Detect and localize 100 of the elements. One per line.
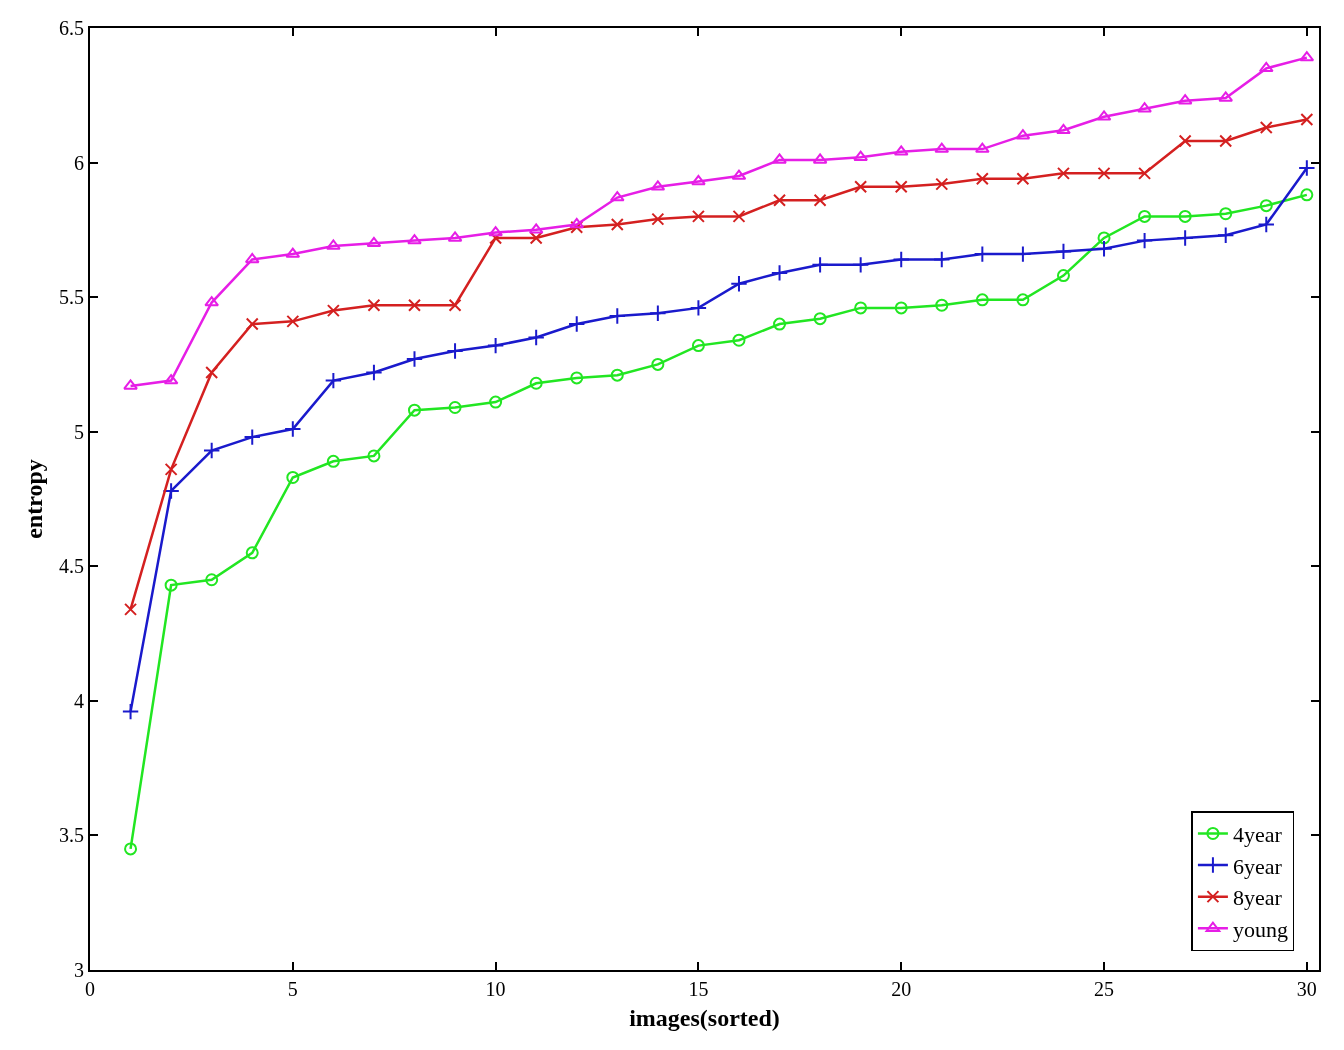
point bbox=[892, 250, 910, 269]
point bbox=[367, 449, 381, 463]
point bbox=[489, 395, 503, 409]
point bbox=[570, 371, 584, 385]
point bbox=[164, 462, 178, 476]
point bbox=[732, 333, 746, 347]
point bbox=[1097, 166, 1111, 180]
point bbox=[205, 366, 219, 379]
point bbox=[975, 293, 989, 307]
point bbox=[326, 304, 340, 318]
point bbox=[1259, 199, 1273, 213]
y-tick-label: 6 bbox=[74, 151, 84, 174]
point bbox=[1259, 121, 1273, 135]
y-tick-label: 4.5 bbox=[59, 555, 84, 578]
point bbox=[243, 428, 261, 446]
point bbox=[854, 180, 868, 194]
point bbox=[651, 212, 665, 226]
y-tick-label: 6.5 bbox=[59, 17, 84, 39]
point bbox=[326, 239, 341, 250]
point bbox=[1219, 134, 1233, 148]
point bbox=[813, 312, 827, 326]
legend-label: young bbox=[1232, 916, 1288, 942]
point bbox=[1300, 113, 1314, 127]
point bbox=[286, 314, 300, 328]
x-tick-label: 20 bbox=[891, 978, 912, 1000]
point bbox=[527, 328, 545, 347]
point bbox=[448, 298, 462, 312]
point bbox=[608, 307, 626, 325]
point bbox=[975, 172, 989, 186]
point bbox=[405, 350, 424, 368]
point bbox=[851, 256, 870, 274]
point bbox=[164, 578, 178, 592]
point bbox=[691, 339, 705, 353]
x-tick-label: 0 bbox=[85, 978, 95, 1000]
point bbox=[486, 336, 505, 355]
point bbox=[773, 317, 787, 331]
point bbox=[1016, 172, 1030, 186]
point bbox=[1135, 231, 1154, 250]
point bbox=[772, 153, 787, 164]
y-tick-label: 5 bbox=[74, 420, 84, 443]
y-axis-title: entropy bbox=[20, 459, 47, 539]
point bbox=[1056, 269, 1070, 283]
point bbox=[569, 217, 585, 229]
point bbox=[1219, 207, 1233, 221]
point bbox=[933, 250, 951, 269]
point bbox=[610, 217, 624, 231]
point bbox=[1137, 102, 1152, 113]
point bbox=[1056, 123, 1071, 135]
point bbox=[894, 180, 908, 194]
legend-label: 4year bbox=[1232, 822, 1283, 848]
point bbox=[773, 193, 787, 207]
x-axis-title: images(sorted) bbox=[629, 1004, 780, 1031]
point bbox=[1016, 293, 1030, 307]
point bbox=[407, 234, 422, 245]
point bbox=[651, 357, 665, 371]
point bbox=[244, 252, 260, 264]
point bbox=[1097, 231, 1111, 245]
point bbox=[1054, 242, 1073, 261]
point bbox=[610, 368, 624, 382]
point bbox=[529, 231, 543, 245]
x-tick-label: 15 bbox=[688, 978, 709, 1000]
point bbox=[1257, 215, 1275, 234]
point bbox=[367, 298, 381, 312]
point bbox=[894, 301, 908, 315]
point bbox=[691, 209, 705, 223]
point bbox=[366, 236, 382, 248]
point bbox=[730, 274, 748, 293]
point bbox=[529, 376, 543, 390]
x-tick-label: 5 bbox=[287, 978, 298, 1000]
point bbox=[245, 317, 259, 331]
point bbox=[124, 842, 138, 856]
point bbox=[1298, 159, 1316, 177]
point bbox=[123, 379, 138, 390]
y-tick-label: 5.5 bbox=[59, 286, 84, 309]
point bbox=[1095, 240, 1113, 258]
point bbox=[324, 371, 343, 390]
point bbox=[121, 702, 140, 721]
point bbox=[365, 363, 383, 382]
point bbox=[202, 441, 221, 460]
x-tick-label: 10 bbox=[485, 978, 506, 1000]
point bbox=[1138, 209, 1152, 223]
x-tick-label: 25 bbox=[1094, 978, 1115, 1000]
point bbox=[245, 546, 259, 560]
y-tick-label: 4 bbox=[74, 689, 84, 712]
y-tick-label: 3.5 bbox=[59, 824, 84, 847]
point bbox=[284, 420, 302, 438]
point bbox=[488, 226, 503, 237]
point bbox=[570, 220, 584, 234]
point bbox=[1176, 229, 1194, 247]
point bbox=[446, 342, 464, 360]
point bbox=[205, 573, 219, 587]
point bbox=[286, 470, 300, 484]
point bbox=[568, 315, 586, 333]
point bbox=[770, 264, 789, 282]
legend-label: 6year bbox=[1232, 853, 1283, 879]
point bbox=[1056, 166, 1070, 180]
x-tick-label: 30 bbox=[1296, 978, 1317, 1000]
y-tick-label: 3 bbox=[74, 959, 84, 981]
point bbox=[935, 177, 949, 191]
point bbox=[1258, 61, 1274, 73]
